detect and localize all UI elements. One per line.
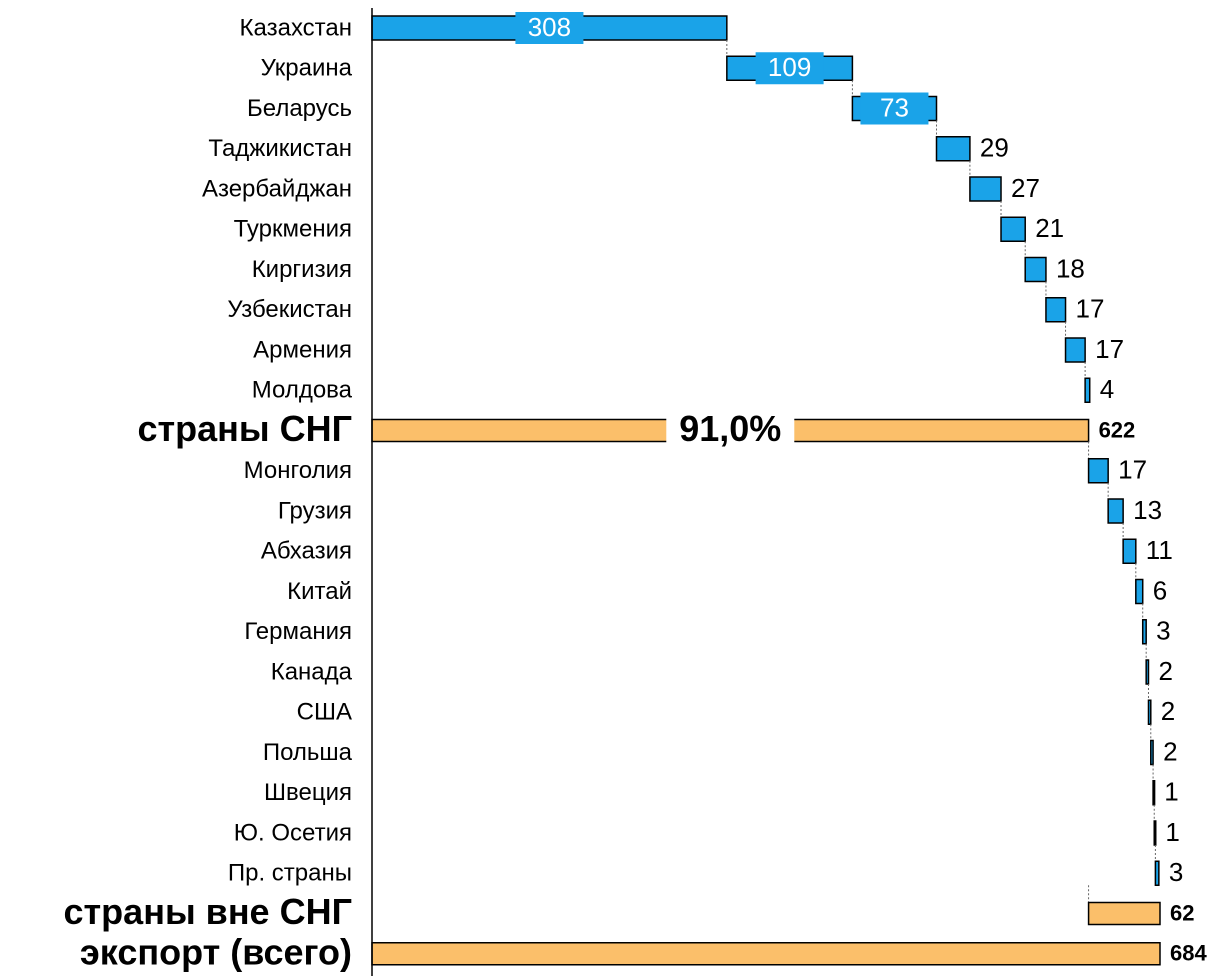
category-label: Азербайджан	[202, 175, 352, 202]
value-label: 2	[1158, 656, 1172, 686]
category-label: Армения	[253, 336, 352, 363]
bar	[371, 942, 1161, 966]
value-label: 21	[1035, 213, 1064, 243]
bar	[1107, 498, 1124, 524]
value-label: 17	[1118, 455, 1147, 485]
annotation: 91,0%	[679, 408, 781, 449]
category-label: Казахстан	[240, 14, 352, 41]
category-label: страны вне СНГ	[64, 891, 352, 932]
category-label: Германия	[244, 618, 352, 645]
bar	[1152, 780, 1156, 806]
bar	[969, 176, 1002, 202]
category-label: Монголия	[244, 457, 352, 484]
category-label: Польша	[263, 739, 353, 766]
bar	[935, 136, 971, 162]
bar	[1122, 538, 1137, 564]
category-label: США	[297, 699, 352, 726]
value-label: 27	[1011, 173, 1040, 203]
bar	[1135, 578, 1144, 605]
category-label: Украина	[261, 55, 353, 82]
value-label: 622	[1099, 417, 1136, 442]
bar	[1064, 337, 1086, 363]
bar	[1153, 820, 1157, 846]
value-label-bg	[515, 12, 584, 44]
bar	[1141, 619, 1147, 645]
value-label: 3	[1169, 857, 1183, 887]
value-label: 3	[1156, 616, 1170, 646]
value-label: 4	[1100, 374, 1114, 404]
category-label: Таджикистан	[208, 135, 352, 162]
value-label: 2	[1163, 736, 1177, 766]
category-label: Ю. Осетия	[234, 819, 352, 846]
category-label: экспорт (всего)	[80, 931, 352, 972]
value-label: 29	[980, 133, 1009, 163]
bar	[1154, 860, 1160, 886]
bar	[1147, 699, 1152, 725]
value-label: 11	[1146, 535, 1173, 565]
bar	[1024, 256, 1047, 283]
category-label: Абхазия	[261, 538, 352, 565]
value-label: 17	[1095, 334, 1124, 364]
category-label: страны СНГ	[137, 408, 352, 449]
category-label: Туркмения	[234, 216, 352, 243]
value-label: 13	[1133, 495, 1162, 525]
value-label: 17	[1076, 294, 1105, 324]
bar	[1145, 659, 1150, 685]
value-label-bg	[860, 92, 929, 125]
bar	[1087, 901, 1161, 926]
bar	[1084, 377, 1091, 403]
annotation-bg	[666, 410, 795, 451]
bar	[1045, 297, 1067, 323]
value-label: 73	[880, 92, 909, 122]
category-label: Беларусь	[247, 95, 352, 122]
category-label: Грузия	[278, 497, 352, 524]
bar	[1150, 739, 1154, 766]
value-label: 1	[1164, 777, 1178, 807]
value-label: 684	[1170, 941, 1207, 966]
value-label: 308	[528, 12, 571, 42]
value-label-bg	[755, 52, 824, 85]
category-label: Китай	[287, 578, 352, 605]
category-label: Киргизия	[252, 256, 352, 283]
value-label: 18	[1056, 253, 1085, 283]
category-label: Швеция	[264, 779, 352, 806]
value-label: 1	[1165, 817, 1179, 847]
category-label: Молдова	[252, 377, 353, 404]
bar	[1000, 216, 1026, 242]
category-label: Узбекистан	[227, 296, 352, 323]
value-label: 62	[1170, 900, 1194, 925]
value-label: 6	[1153, 575, 1167, 605]
bar	[1087, 458, 1109, 484]
value-label: 109	[768, 52, 811, 82]
category-label: Канада	[271, 658, 353, 685]
value-label: 2	[1161, 696, 1175, 726]
category-label: Пр. страны	[228, 860, 352, 887]
